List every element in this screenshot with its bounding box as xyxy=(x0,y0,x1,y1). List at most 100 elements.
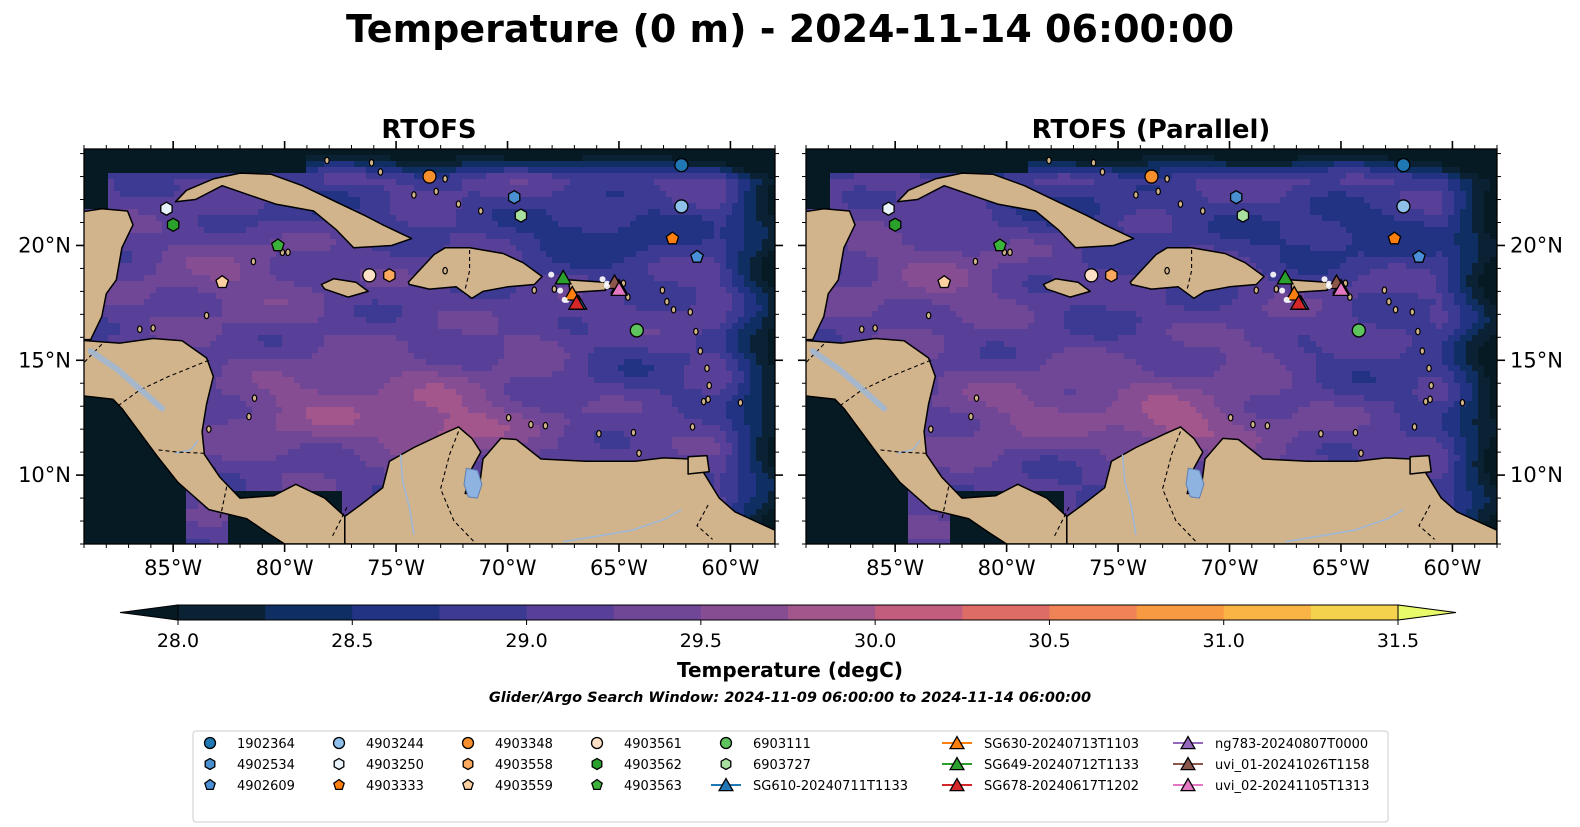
temperature-cell xyxy=(582,371,589,378)
temperature-cell xyxy=(618,317,625,324)
temperature-cell xyxy=(738,353,745,360)
temperature-cell xyxy=(474,161,481,168)
temperature-cell xyxy=(360,305,367,312)
temperature-cell xyxy=(690,353,697,360)
temperature-cell xyxy=(750,149,757,156)
temperature-cell xyxy=(192,215,199,222)
temperature-cell xyxy=(108,173,115,180)
temperature-cell xyxy=(288,173,295,180)
temperature-cell xyxy=(666,377,673,384)
temperature-cell xyxy=(696,329,703,336)
temperature-cell xyxy=(510,341,517,348)
temperature-cell xyxy=(120,155,127,162)
temperature-cell xyxy=(150,161,157,168)
temperature-cell xyxy=(654,221,661,228)
temperature-cell xyxy=(756,377,763,384)
temperature-cell xyxy=(762,371,769,378)
temperature-cell xyxy=(624,251,631,258)
temperature-cell xyxy=(450,401,457,408)
temperature-cell xyxy=(180,299,187,306)
temperature-cell xyxy=(726,221,733,228)
temperature-cell xyxy=(330,251,337,258)
temperature-cell xyxy=(636,275,643,282)
temperature-cell xyxy=(204,323,211,330)
temperature-cell xyxy=(762,329,769,336)
temperature-cell xyxy=(720,221,727,228)
temperature-cell xyxy=(294,299,301,306)
temperature-cell xyxy=(582,257,589,264)
temperature-cell xyxy=(408,245,415,252)
temperature-cell xyxy=(666,209,673,216)
temperature-cell xyxy=(750,185,757,192)
temperature-cell xyxy=(648,215,655,222)
temperature-cell xyxy=(252,293,259,300)
temperature-cell xyxy=(372,395,379,402)
temperature-cell xyxy=(108,311,115,318)
temperature-cell xyxy=(144,149,151,156)
temperature-cell xyxy=(708,299,715,306)
temperature-cell xyxy=(198,281,205,288)
temperature-cell xyxy=(732,263,739,270)
temperature-cell xyxy=(390,401,397,408)
temperature-cell xyxy=(186,203,193,210)
temperature-cell xyxy=(330,365,337,372)
temperature-cell xyxy=(282,287,289,294)
temperature-cell xyxy=(720,245,727,252)
temperature-cell xyxy=(552,257,559,264)
temperature-cell xyxy=(222,299,229,306)
temperature-cell xyxy=(504,323,511,330)
temperature-cell xyxy=(432,299,439,306)
temperature-cell xyxy=(342,335,349,342)
temperature-cell xyxy=(630,371,637,378)
temperature-cell xyxy=(696,263,703,270)
temperature-cell xyxy=(678,353,685,360)
temperature-cell xyxy=(498,221,505,228)
temperature-cell xyxy=(714,311,721,318)
temperature-cell xyxy=(126,191,133,198)
temperature-cell xyxy=(276,215,283,222)
temperature-cell xyxy=(96,173,103,180)
temperature-cell xyxy=(726,395,733,402)
temperature-cell xyxy=(234,155,241,162)
temperature-cell xyxy=(324,335,331,342)
temperature-cell xyxy=(558,359,565,366)
temperature-cell xyxy=(150,197,157,204)
temperature-cell xyxy=(120,323,127,330)
temperature-cell xyxy=(186,167,193,174)
temperature-cell xyxy=(486,359,493,366)
temperature-cell xyxy=(444,197,451,204)
temperature-cell xyxy=(234,233,241,240)
temperature-cell xyxy=(660,293,667,300)
temperature-cell xyxy=(402,185,409,192)
temperature-cell xyxy=(222,335,229,342)
temperature-cell xyxy=(336,149,343,156)
temperature-cell xyxy=(96,203,103,210)
temperature-cell xyxy=(750,221,757,228)
temperature-cell xyxy=(348,275,355,282)
temperature-cell xyxy=(252,329,259,336)
temperature-cell xyxy=(174,245,181,252)
temperature-cell xyxy=(288,245,295,252)
temperature-cell xyxy=(228,263,235,270)
temperature-cell xyxy=(570,257,577,264)
temperature-cell xyxy=(336,323,343,330)
temperature-cell xyxy=(126,179,133,186)
temperature-cell xyxy=(438,371,445,378)
temperature-cell xyxy=(150,203,157,210)
temperature-cell xyxy=(462,383,469,390)
temperature-cell xyxy=(762,239,769,246)
temperature-cell xyxy=(432,239,439,246)
temperature-cell xyxy=(120,191,127,198)
temperature-cell xyxy=(540,335,547,342)
temperature-cell xyxy=(228,191,235,198)
temperature-cell xyxy=(660,371,667,378)
temperature-cell xyxy=(354,161,361,168)
temperature-cell xyxy=(690,341,697,348)
temperature-cell xyxy=(678,377,685,384)
temperature-cell xyxy=(690,323,697,330)
temperature-cell xyxy=(480,233,487,240)
temperature-cell xyxy=(480,155,487,162)
temperature-cell xyxy=(474,227,481,234)
temperature-cell xyxy=(216,335,223,342)
temperature-cell xyxy=(528,251,535,258)
